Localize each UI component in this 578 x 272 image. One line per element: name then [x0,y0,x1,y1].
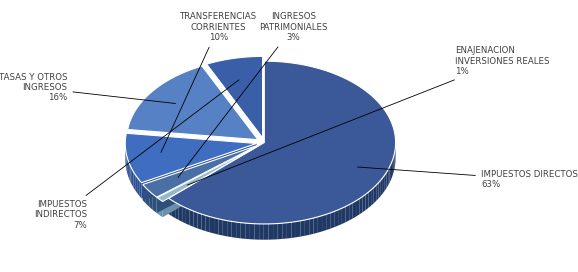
Polygon shape [127,157,128,176]
Polygon shape [175,202,179,220]
Polygon shape [194,211,198,228]
Polygon shape [143,145,258,200]
Polygon shape [186,208,190,225]
Polygon shape [157,198,160,215]
Polygon shape [264,224,268,240]
Polygon shape [338,208,342,226]
Polygon shape [240,223,245,239]
Polygon shape [314,217,318,234]
Polygon shape [207,56,262,138]
Polygon shape [153,194,157,213]
Polygon shape [301,220,305,237]
Polygon shape [179,204,182,222]
Polygon shape [236,222,240,238]
Polygon shape [368,190,371,208]
Polygon shape [169,198,172,216]
Text: INGRESOS
PATRIMONIALES
3%: INGRESOS PATRIMONIALES 3% [178,12,327,177]
Polygon shape [268,224,273,240]
Polygon shape [129,163,131,182]
Polygon shape [157,146,258,202]
Polygon shape [349,203,353,220]
Polygon shape [365,192,368,210]
Polygon shape [162,146,258,217]
Polygon shape [169,61,395,224]
Polygon shape [206,215,210,232]
Polygon shape [125,133,257,183]
Polygon shape [383,175,385,193]
Polygon shape [309,218,314,235]
Polygon shape [202,214,206,231]
Polygon shape [371,187,374,206]
Polygon shape [254,224,259,240]
Polygon shape [360,197,362,215]
Polygon shape [227,221,232,237]
Polygon shape [353,201,356,218]
Polygon shape [160,200,162,217]
Polygon shape [190,209,194,227]
Polygon shape [182,206,186,224]
Polygon shape [318,216,322,233]
Polygon shape [172,200,175,218]
Polygon shape [376,183,379,201]
Polygon shape [322,214,326,231]
Polygon shape [146,188,149,207]
Polygon shape [134,172,135,190]
Text: IMPUESTOS
INDIRECTOS
7%: IMPUESTOS INDIRECTOS 7% [34,80,239,230]
Polygon shape [277,223,282,239]
Polygon shape [342,206,346,224]
Polygon shape [232,221,236,238]
Polygon shape [245,223,250,239]
Polygon shape [198,213,202,230]
Polygon shape [223,220,227,236]
Text: TRANSFERENCIAS
CORRIENTES
10%: TRANSFERENCIAS CORRIENTES 10% [161,12,257,152]
Polygon shape [381,178,383,196]
Polygon shape [139,180,142,199]
Text: TASAS Y OTROS
INGRESOS
16%: TASAS Y OTROS INGRESOS 16% [0,73,176,104]
Polygon shape [391,161,392,180]
Polygon shape [143,184,146,204]
Polygon shape [282,223,287,239]
Polygon shape [394,153,395,171]
Polygon shape [250,224,254,239]
Polygon shape [169,143,264,214]
Polygon shape [346,205,349,222]
Polygon shape [379,180,381,198]
Polygon shape [330,211,334,229]
Polygon shape [287,222,291,239]
Polygon shape [326,213,330,230]
Text: ENAJENACION
INVERSIONES REALES
1%: ENAJENACION INVERSIONES REALES 1% [187,46,549,185]
Polygon shape [388,167,390,185]
Polygon shape [273,224,277,240]
Polygon shape [291,222,296,238]
Polygon shape [392,159,393,177]
Polygon shape [142,143,257,199]
Polygon shape [334,210,338,227]
Polygon shape [393,156,394,174]
Polygon shape [128,160,129,179]
Polygon shape [385,172,387,191]
Polygon shape [387,169,388,188]
Text: IMPUESTOS DIRECTOS
63%: IMPUESTOS DIRECTOS 63% [357,167,578,189]
Polygon shape [296,221,301,237]
Polygon shape [214,218,218,234]
Polygon shape [131,166,132,185]
Polygon shape [128,66,258,140]
Polygon shape [157,146,258,214]
Polygon shape [137,177,139,196]
Polygon shape [210,217,214,234]
Polygon shape [143,145,258,197]
Polygon shape [390,164,391,183]
Polygon shape [305,219,309,236]
Polygon shape [218,219,223,236]
Polygon shape [149,191,153,210]
Polygon shape [356,199,360,217]
Polygon shape [132,169,134,187]
Polygon shape [135,175,137,193]
Polygon shape [259,224,264,240]
Polygon shape [362,194,365,212]
Polygon shape [157,145,258,213]
Polygon shape [374,185,376,203]
